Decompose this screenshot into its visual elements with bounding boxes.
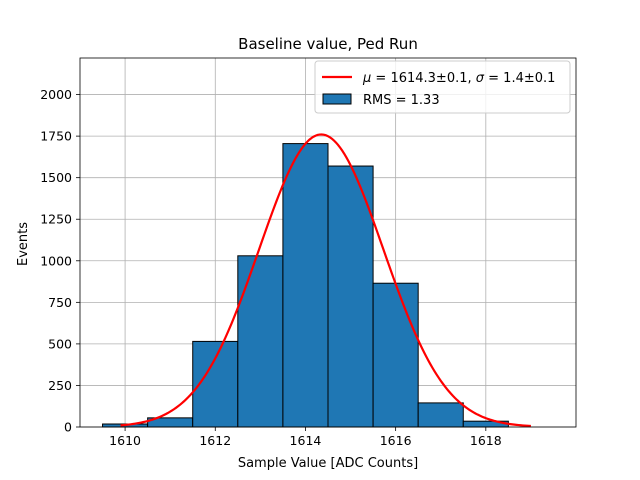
legend-hist-swatch	[322, 93, 352, 105]
legend-box	[314, 60, 571, 114]
histogram-bars	[102, 143, 509, 428]
fit-curve	[120, 133, 531, 428]
histogram-bar	[237, 255, 284, 428]
histogram-bar	[282, 143, 329, 428]
x-tick-label: 1616	[380, 433, 412, 448]
y-tick-label: 500	[48, 336, 72, 351]
axis-ticks: 1610 1612 1614 1616 1618 0 250 500 750 1000 1250 15…	[40, 87, 502, 448]
y-tick-label: 1000	[40, 253, 72, 268]
y-tick-label: 2000	[40, 87, 72, 102]
y-tick-label: 1500	[40, 170, 72, 185]
legend-hist-label: RMS = 1.33	[363, 93, 440, 108]
histogram-bar	[327, 165, 374, 428]
x-tick-label: 1612	[199, 433, 231, 448]
plot-frame	[79, 57, 577, 428]
x-tick-label: 1614	[290, 433, 322, 448]
gaussian-fit	[120, 133, 531, 428]
x-axis-label: Sample Value [ADC Counts]	[238, 456, 418, 471]
histogram-bar	[372, 282, 419, 428]
histogram-bar	[417, 402, 464, 428]
x-tick-label: 1610	[109, 433, 141, 448]
y-tick-label: 750	[48, 295, 72, 310]
y-tick-label: 1750	[40, 129, 72, 144]
y-tick-label: 0	[64, 420, 72, 435]
x-tick-label: 1618	[470, 433, 502, 448]
chart-title: Baseline value, Ped Run	[238, 35, 418, 53]
legend-fit-label: μ = 1614.3±0.1, σ = 1.4±0.1	[362, 71, 555, 86]
y-axis-label: Events	[16, 222, 31, 266]
y-tick-label: 1250	[40, 212, 72, 227]
legend: μ = 1614.3±0.1, σ = 1.4±0.1 RMS = 1.33	[314, 60, 571, 114]
y-tick-label: 250	[48, 378, 72, 393]
